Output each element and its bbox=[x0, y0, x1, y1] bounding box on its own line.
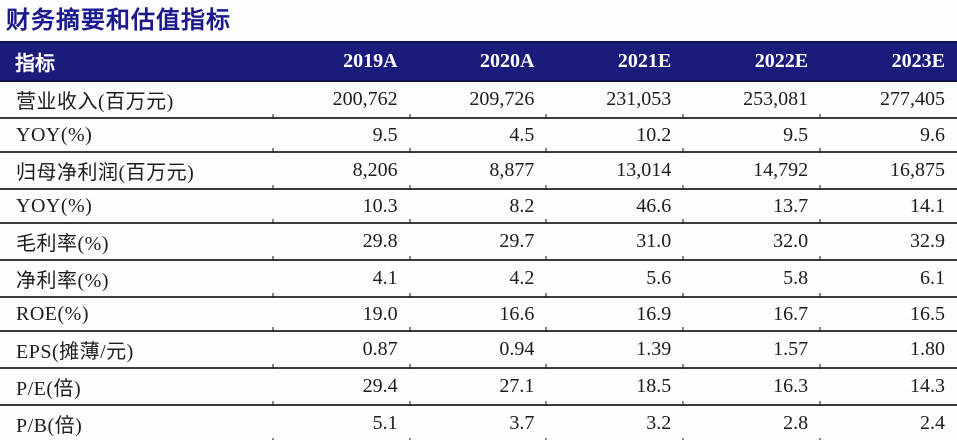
value-cell: 253,081 bbox=[682, 81, 821, 120]
value-cell: 13,014 bbox=[545, 152, 684, 191]
value-cell: 2.4 bbox=[819, 405, 957, 440]
value-cell: 209,726 bbox=[408, 81, 547, 120]
value-cell: 16.3 bbox=[682, 368, 821, 407]
row-label-cell: 归母净利润(百万元) bbox=[0, 152, 273, 190]
table-row: 归母净利润(百万元) 8,206 8,877 13,014 14,792 16,875 bbox=[0, 152, 957, 191]
value-cell: 18.5 bbox=[545, 368, 684, 407]
page-title: 财务摘要和估值指标 bbox=[6, 8, 231, 34]
value-cell: 9.5 bbox=[271, 118, 410, 154]
value-cell: 16.7 bbox=[682, 297, 821, 333]
value-cell: 6.1 bbox=[819, 260, 957, 299]
value-cell: 8,877 bbox=[408, 152, 547, 191]
value-cell: 0.94 bbox=[408, 331, 547, 370]
table-row: P/B(倍) 5.1 3.7 3.2 2.8 2.4 bbox=[0, 405, 957, 440]
table-row: 净利率(%) 4.1 4.2 5.6 5.8 6.1 bbox=[0, 260, 957, 299]
table-row: ROE(%) 19.0 16.6 16.9 16.7 16.5 bbox=[0, 297, 957, 333]
value-cell: 10.3 bbox=[271, 189, 410, 225]
value-cell: 46.6 bbox=[545, 189, 684, 225]
value-cell: 29.4 bbox=[271, 368, 410, 407]
value-cell: 19.0 bbox=[271, 297, 410, 333]
value-cell: 27.1 bbox=[408, 368, 547, 407]
column-header-2022e: 2022E bbox=[683, 41, 821, 82]
value-cell: 5.1 bbox=[271, 405, 410, 440]
value-cell: 231,053 bbox=[545, 81, 684, 120]
table-row: 营业收入(百万元) 200,762 209,726 231,053 253,081 277… bbox=[0, 81, 957, 120]
financial-summary-table: 指标 2019A 2020A 2021E 2022E 2023E 营业收入(百万… bbox=[0, 41, 957, 440]
value-cell: 2.8 bbox=[682, 405, 821, 440]
value-cell: 32.0 bbox=[682, 223, 821, 262]
table-row: P/E(倍) 29.4 27.1 18.5 16.3 14.3 bbox=[0, 368, 957, 407]
value-cell: 0.87 bbox=[271, 331, 410, 370]
value-cell: 31.0 bbox=[545, 223, 684, 262]
value-cell: 5.6 bbox=[545, 260, 684, 299]
value-cell: 29.8 bbox=[271, 223, 410, 262]
value-cell: 4.5 bbox=[408, 118, 547, 154]
value-cell: 277,405 bbox=[819, 81, 957, 120]
value-cell: 3.7 bbox=[408, 405, 547, 440]
value-cell: 4.1 bbox=[271, 260, 410, 299]
value-cell: 8,206 bbox=[271, 152, 410, 191]
column-header-2020a: 2020A bbox=[409, 41, 547, 82]
value-cell: 5.8 bbox=[682, 260, 821, 299]
value-cell: 3.2 bbox=[545, 405, 684, 440]
row-label-cell: 净利率(%) bbox=[0, 260, 273, 298]
value-cell: 13.7 bbox=[682, 189, 821, 225]
row-label-cell: P/E(倍) bbox=[0, 368, 273, 406]
value-cell: 14.1 bbox=[819, 189, 957, 225]
value-cell: 8.2 bbox=[408, 189, 547, 225]
row-label-cell: ROE(%) bbox=[0, 297, 273, 332]
value-cell: 16.5 bbox=[819, 297, 957, 333]
value-cell: 16.6 bbox=[408, 297, 547, 333]
column-header-2023e: 2023E bbox=[820, 41, 957, 82]
value-cell: 1.39 bbox=[545, 331, 684, 370]
column-header-2021e: 2021E bbox=[546, 41, 684, 82]
row-label-cell: 毛利率(%) bbox=[0, 223, 273, 261]
row-label-cell: P/B(倍) bbox=[0, 405, 273, 440]
column-header-2019a: 2019A bbox=[272, 41, 410, 82]
value-cell: 1.80 bbox=[819, 331, 957, 370]
value-cell: 16,875 bbox=[819, 152, 957, 191]
value-cell: 9.6 bbox=[819, 118, 957, 154]
header-row: 指标 2019A 2020A 2021E 2022E 2023E bbox=[0, 41, 957, 82]
value-cell: 29.7 bbox=[408, 223, 547, 262]
value-cell: 9.5 bbox=[682, 118, 821, 154]
table-row: YOY(%) 9.5 4.5 10.2 9.5 9.6 bbox=[0, 118, 957, 154]
table-row: 毛利率(%) 29.8 29.7 31.0 32.0 32.9 bbox=[0, 223, 957, 262]
value-cell: 32.9 bbox=[819, 223, 957, 262]
column-header-metric: 指标 bbox=[0, 41, 273, 82]
row-label-cell: EPS(摊薄/元) bbox=[0, 331, 273, 369]
row-label-cell: YOY(%) bbox=[0, 118, 273, 153]
value-cell: 4.2 bbox=[408, 260, 547, 299]
row-label-cell: YOY(%) bbox=[0, 189, 273, 224]
table-body: 营业收入(百万元) 200,762 209,726 231,053 253,081 277… bbox=[0, 81, 957, 440]
value-cell: 14,792 bbox=[682, 152, 821, 191]
table-row: EPS(摊薄/元) 0.87 0.94 1.39 1.57 1.80 bbox=[0, 331, 957, 370]
table-row: YOY(%) 10.3 8.2 46.6 13.7 14.1 bbox=[0, 189, 957, 225]
row-label-cell: 营业收入(百万元) bbox=[0, 81, 273, 119]
value-cell: 16.9 bbox=[545, 297, 684, 333]
value-cell: 14.3 bbox=[819, 368, 957, 407]
value-cell: 200,762 bbox=[271, 81, 410, 120]
value-cell: 1.57 bbox=[682, 331, 821, 370]
value-cell: 10.2 bbox=[545, 118, 684, 154]
